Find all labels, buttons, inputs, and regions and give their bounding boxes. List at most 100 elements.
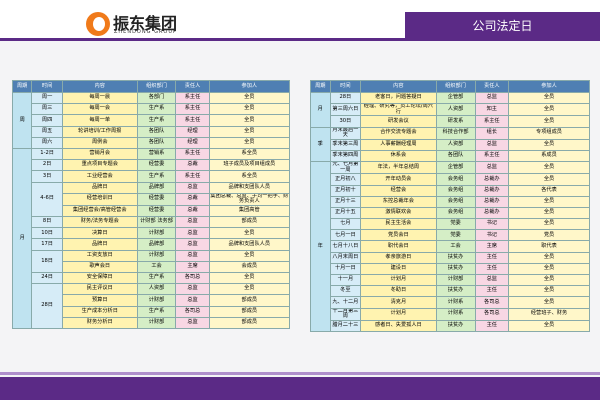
column-header: 内容 xyxy=(61,80,138,93)
time-cell: 腊月二十三 xyxy=(329,319,362,332)
table-cell: 品牌部 xyxy=(136,238,177,251)
table-cell: 主席 xyxy=(474,240,510,253)
table-cell: 总监 xyxy=(175,227,210,240)
table-cell: 歌声会日 xyxy=(61,260,138,274)
table-cell: 主任 xyxy=(474,262,510,276)
header-line xyxy=(0,38,410,41)
header-row: 周期 时间 内容 组织部门 责任人 参加人 xyxy=(11,80,291,93)
table-row: 腊月二十三 感者日、失爱孤人日 扶贫办 主任 全员 xyxy=(311,319,590,332)
table-cell: 经理、研究等，员工论坛/周六行 xyxy=(360,103,437,117)
table-row: 十月一日 建设日 扶贫办 主任 全员 xyxy=(311,262,590,276)
table-cell: 感者日、失爱孤人日 xyxy=(360,319,437,332)
table-cell: 计财部 法务部 xyxy=(136,216,177,229)
table-cell: 全员 xyxy=(208,136,291,149)
table-cell: 全员 xyxy=(508,103,590,117)
logo-text: 振东集团 xyxy=(113,14,178,33)
table-row: 周周一 每周一晨 各部门 系主任 全员 xyxy=(11,91,291,149)
time-cell: 十一月 xyxy=(329,273,362,287)
table-cell: 科技合作部 xyxy=(435,126,476,140)
table-row: 17日 品牌日 品牌部 总监 品牌和支团队人员 xyxy=(13,238,291,251)
table-row: 预算日 计财部 总监 部成员 xyxy=(13,294,291,307)
table-row: 30日 研发会议 研发系 系主任 全员 xyxy=(311,115,590,128)
schedule-table: 周期 时间 内容 组织部门 责任人 参加人月 28日 老客日，问题答疑日 企管部 总监 全员 第三周六… xyxy=(310,80,590,332)
footer-stripe xyxy=(0,372,600,375)
table-cell: 部成员 xyxy=(208,294,291,307)
table-row: 月 28日 老客日，问题答疑日 企管部 总监 全员 xyxy=(310,91,590,128)
column-header: 组织部门 xyxy=(435,80,476,93)
table-row: 年元、七月第一周 年法，半年总结周 企管部 总监 全员 xyxy=(310,161,590,332)
time-cell: 周三 xyxy=(31,103,63,116)
logo-sub: ZHENDONG GROUP xyxy=(114,29,178,35)
table-cell: 全员 xyxy=(508,161,590,175)
table-cell: 经营会 xyxy=(360,184,437,197)
table-cell: 全员 xyxy=(508,173,590,186)
table-row: 周三 每周一会 生产系 系主任 全员 xyxy=(13,103,291,116)
table-cell: 全员 xyxy=(208,103,291,116)
column-header: 时间 xyxy=(329,80,362,93)
table-cell: 周例会 xyxy=(61,136,138,149)
time-cell: 2日 xyxy=(31,159,63,172)
table-cell: 组长 xyxy=(474,126,510,140)
table-cell: 研发系 xyxy=(435,115,476,128)
table-cell: 每周一单 xyxy=(61,114,138,127)
period-cell: 年 xyxy=(310,161,331,332)
table-row: 第三周六日 经理、研究等，员工论坛/周六行 人资部 知主 全员 xyxy=(311,103,590,117)
table-cell: 知主 xyxy=(474,103,510,117)
table-cell: 品牌日 xyxy=(61,238,138,251)
table-cell: 总监 xyxy=(175,216,210,229)
page-title: 公司法定日 xyxy=(405,12,600,41)
table-cell: 全员 xyxy=(508,115,590,128)
table-cell: 主席 xyxy=(175,260,210,274)
time-cell: 3日 xyxy=(31,170,63,183)
table-cell: 计划月 xyxy=(360,307,437,321)
table-cell: 全员 xyxy=(508,195,590,208)
table-row: 八月末周日 孝亲旅游日 扶贫办 主任 全员 xyxy=(311,251,590,264)
header-row: 周期 时间 内容 组织部门 责任人 参加人 xyxy=(310,80,590,93)
time-cell: 十二月第三周 xyxy=(329,307,362,321)
table-cell: 计划月 xyxy=(360,273,437,287)
table-cell: 全员 xyxy=(208,271,291,285)
table-cell: 全员 xyxy=(508,262,590,276)
table-cell: 会务组 xyxy=(435,206,476,220)
table-cell: 生产成本分析日 xyxy=(61,305,138,318)
table-cell: 轮讲培训/工作周报 xyxy=(61,125,138,138)
table-row: 正月初十 经营会 会务组 总裁办 各代表 xyxy=(311,184,590,197)
time-cell: 七月一日 xyxy=(329,229,362,242)
table-cell: 孝亲旅游日 xyxy=(360,251,437,264)
table-cell: 计财部 xyxy=(136,316,177,329)
table-cell: 总裁办 xyxy=(474,173,510,186)
time-cell: 28日 xyxy=(329,91,362,105)
table-cell: 书记 xyxy=(474,229,510,242)
table-cell: 全员 xyxy=(508,91,590,105)
table-row: 正月十三 东控总裁年会 会务组 总裁办 全员 xyxy=(311,195,590,208)
table-cell: 工会 xyxy=(136,260,177,274)
table-row: 18日 工资支放日 计财部 总监 全员 xyxy=(13,249,291,274)
table-row: 月 1-2日 营销月会 营销系 系主任 系全员 xyxy=(11,147,291,329)
table-cell: 经营委 xyxy=(136,204,177,218)
table-cell: 生产系 xyxy=(136,170,177,183)
table-cell: 合作交流专题会 xyxy=(360,126,437,140)
table-cell: 总监 xyxy=(175,181,210,194)
table-cell: 全员 xyxy=(208,283,291,296)
table-row: 九、十二月 清克月 计财系 各司总 全员 xyxy=(311,296,590,309)
table-row: 28日 民主评议日 人资部 总监 全员 xyxy=(13,283,291,329)
table-row: 十一月 计划月 计财部 总监 全员 xyxy=(311,273,590,287)
logo-icon xyxy=(86,12,110,36)
table-cell: 系全员 xyxy=(208,170,291,183)
table-cell: 系成员 xyxy=(508,149,590,163)
column-header: 周期 xyxy=(310,80,331,93)
time-cell: 正月初十 xyxy=(329,184,362,197)
table-cell: 全员 xyxy=(508,138,590,151)
table-row: 正月十五 激情联欢会 会务组 总裁办 全员 xyxy=(311,206,590,220)
table-cell: 生产系 xyxy=(136,305,177,318)
table-row: 集团经营会/高管经营会 经营委 总裁 集团高管 xyxy=(13,204,291,218)
table-cell: 决算日 xyxy=(61,227,138,240)
table-cell: 集团总裁、总监、子司一把手、财务负责人 xyxy=(208,192,291,206)
period-cell: 季 xyxy=(310,126,331,163)
table-cell: 老客日，问题答疑日 xyxy=(360,91,437,105)
table-cell: 生产系 xyxy=(136,271,177,285)
column-header: 时间 xyxy=(31,80,63,93)
table-cell: 总监 xyxy=(474,273,510,287)
time-cell: 第三周六日 xyxy=(329,103,362,117)
table-cell: 总监 xyxy=(474,161,510,175)
